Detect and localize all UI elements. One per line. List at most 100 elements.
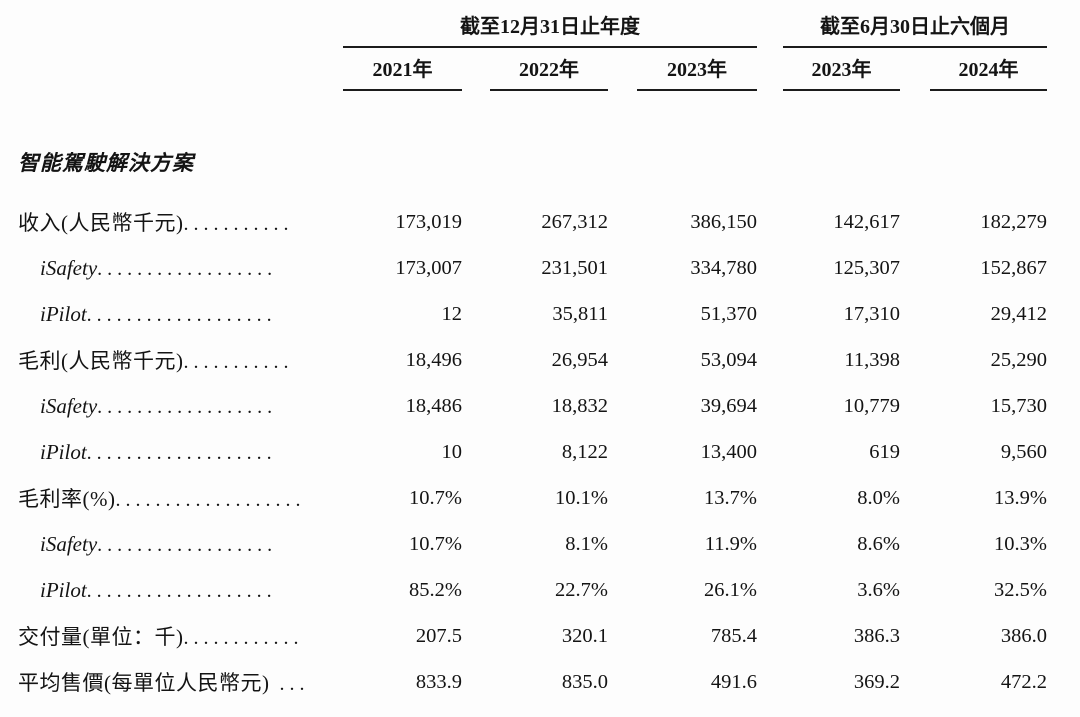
year-column-2022: 2022年 [462,48,608,91]
row-label-cell: 交付量(單位：千)............ [18,613,343,659]
cell-value-2023: 334,780 [690,256,757,279]
cell-value-2021: 10 [441,440,463,463]
cell-value-2021: 173,019 [395,210,462,233]
table-row: iSafety.................. 10.7% 8.1% 11.… [18,521,1047,567]
row-label-cell: 收入(人民幣千元)........... [18,199,343,245]
table-row: iPilot................... 12 35,811 51,3… [18,291,1047,337]
row-label: 毛利率(%) [18,487,116,511]
cell-value-2023: 39,694 [700,394,757,417]
cell-value-2022: 267,312 [541,210,608,233]
row-label: iPilot [40,301,87,326]
cell-value-2023: 13,400 [700,440,757,463]
dot-leader: ........... [183,351,294,373]
cell-value-2024-interim: 13.9% [994,486,1047,509]
period-annual-header: 截至12月31日止年度 [343,14,757,48]
cell-value-2023-interim: 369.2 [853,670,900,693]
cell-value-2024-interim: 386.0 [1000,624,1047,647]
cell-value-2024-interim: 152,867 [980,256,1047,279]
cell-value-2021: 10.7% [409,532,462,555]
row-label-cell: 毛利率(%)................... [18,475,343,521]
cell-value-2024-interim: 32.5% [994,578,1047,601]
cell-value-2023-interim: 3.6% [857,578,900,601]
dot-leader: .................. [97,533,278,556]
cell-value-2022: 22.7% [555,578,608,601]
cell-value-2022: 8.1% [565,532,608,555]
cell-value-2024-interim: 15,730 [990,394,1047,417]
table-row: iSafety.................. 18,486 18,832 … [18,383,1047,429]
cell-value-2021: 10.7% [409,486,462,509]
cell-value-2023-interim: 17,310 [843,302,900,325]
cell-value-2022: 35,811 [552,302,608,325]
cell-value-2023-interim: 619 [869,440,900,463]
table-body: 收入(人民幣千元)........... 173,019 267,312 386… [18,199,1047,705]
year-column-2021: 2021年 [343,48,462,91]
cell-value-2022: 8,122 [561,440,608,463]
cell-value-2023: 13.7% [704,486,757,509]
cell-value-2022: 231,501 [541,256,608,279]
table-row: iSafety.................. 173,007 231,50… [18,245,1047,291]
row-label-cell: 毛利(人民幣千元)........... [18,337,343,383]
cell-value-2021: 18,496 [405,348,462,371]
row-label: 平均售價(每單位人民幣元) [18,671,270,695]
cell-value-2021: 173,007 [395,256,462,279]
table-row: 毛利(人民幣千元)........... 18,496 26,954 53,09… [18,337,1047,383]
dot-leader: ............ [183,627,304,649]
cell-value-2024-interim: 10.3% [994,532,1047,555]
cell-value-2023: 386,150 [690,210,757,233]
cell-value-2022: 320.1 [561,624,608,647]
dot-leader: ................... [115,489,306,511]
cell-value-2023: 491.6 [710,670,757,693]
year-label: 2024年 [930,48,1047,91]
row-label-cell: iSafety.................. [18,245,343,291]
financial-summary-table: 截至12月31日止年度 截至6月30日止六個月 2021年 2022年 2023… [18,14,1047,705]
year-column-2023: 2023年 [608,48,757,91]
section-title: 智能駕駛解決方案 [18,151,194,175]
section-title-row: 智能駕駛解決方案 [18,91,1047,199]
year-header-row: 2021年 2022年 2023年 2023年 2024年 [18,48,1047,91]
dot-leader: ... [269,673,310,695]
year-label: 2021年 [343,48,462,91]
table-row: iPilot................... 85.2% 22.7% 26… [18,567,1047,613]
table-row: iPilot................... 10 8,122 13,40… [18,429,1047,475]
row-label: 交付量(單位：千) [18,625,184,649]
cell-value-2021: 207.5 [415,624,462,647]
label-column-spacer [18,48,343,91]
cell-value-2023: 785.4 [710,624,757,647]
year-label: 2023年 [637,48,757,91]
period-annual-header-cell: 截至12月31日止年度 [343,14,757,48]
cell-value-2021: 833.9 [415,670,462,693]
cell-value-2022: 26,954 [551,348,608,371]
year-label: 2022年 [490,48,608,91]
cell-value-2022: 835.0 [561,670,608,693]
row-label-cell: iSafety.................. [18,521,343,567]
cell-value-2024-interim: 25,290 [990,348,1047,371]
row-label-cell: iSafety.................. [18,383,343,429]
cell-value-2023-interim: 11,398 [844,348,900,371]
cell-value-2021: 18,486 [405,394,462,417]
row-label: iSafety [40,255,98,280]
row-label-cell: iPilot................... [18,429,343,475]
dot-leader: ........... [183,213,294,235]
cell-value-2024-interim: 182,279 [980,210,1047,233]
year-label: 2023年 [783,48,900,91]
row-label: iSafety [40,393,98,418]
table-row: 毛利率(%)................... 10.7% 10.1% 13… [18,475,1047,521]
row-label: 毛利(人民幣千元) [18,349,184,373]
cell-value-2021: 12 [441,302,463,325]
cell-value-2023-interim: 8.0% [857,486,900,509]
dot-leader: .................. [97,395,278,418]
cell-value-2022: 18,832 [551,394,608,417]
dot-leader: ................... [86,579,277,602]
cell-value-2023-interim: 386.3 [853,624,900,647]
row-label: 收入(人民幣千元) [18,211,184,235]
period-interim-header-cell: 截至6月30日止六個月 [757,14,1047,48]
cell-value-2023: 53,094 [700,348,757,371]
table-row: 收入(人民幣千元)........... 173,019 267,312 386… [18,199,1047,245]
cell-value-2022: 10.1% [555,486,608,509]
year-column-2024-interim: 2024年 [900,48,1047,91]
row-label-cell: 平均售價(每單位人民幣元) ... [18,659,343,705]
row-label: iSafety [40,531,98,556]
period-interim-header: 截至6月30日止六個月 [783,14,1047,48]
year-column-2023-interim: 2023年 [757,48,900,91]
